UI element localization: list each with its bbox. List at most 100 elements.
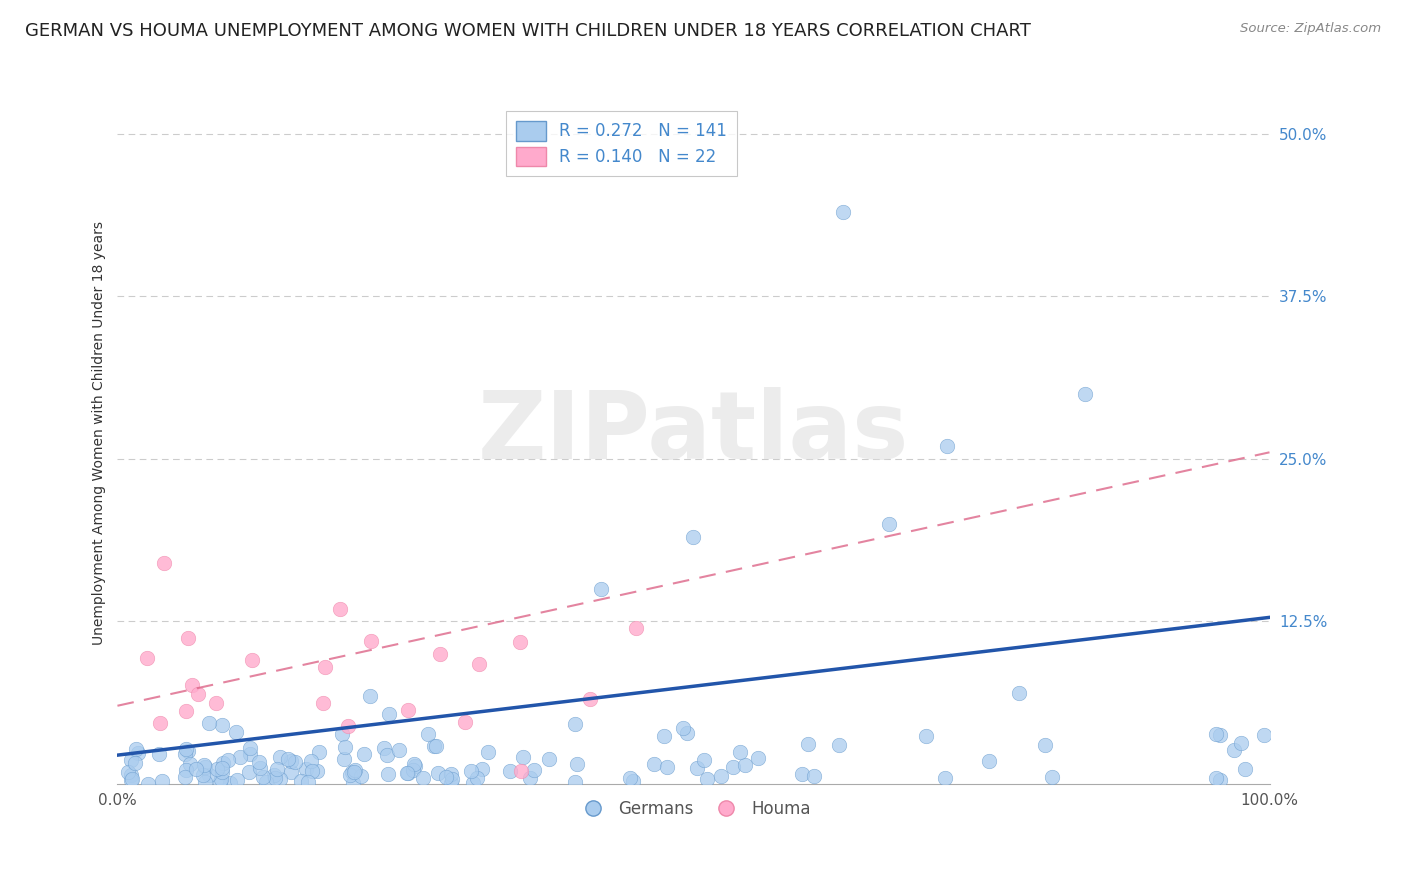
Point bbox=[465, 771, 488, 785]
Point bbox=[790, 766, 813, 780]
Point bbox=[266, 762, 288, 776]
Point bbox=[225, 772, 247, 787]
Point bbox=[173, 747, 195, 762]
Point bbox=[217, 753, 239, 767]
Point bbox=[340, 764, 363, 779]
Point bbox=[254, 775, 277, 789]
Point bbox=[915, 729, 938, 743]
Point bbox=[682, 530, 704, 544]
Point bbox=[269, 772, 291, 787]
Point bbox=[396, 766, 419, 780]
Point bbox=[249, 760, 271, 774]
Point bbox=[280, 754, 302, 768]
Point bbox=[672, 721, 695, 735]
Point bbox=[239, 740, 262, 755]
Point bbox=[1209, 772, 1232, 787]
Point bbox=[290, 774, 312, 789]
Point bbox=[416, 727, 439, 741]
Point bbox=[1040, 770, 1063, 784]
Point bbox=[117, 764, 139, 779]
Point bbox=[828, 738, 851, 752]
Text: GERMAN VS HOUMA UNEMPLOYMENT AMONG WOMEN WITH CHILDREN UNDER 18 YEARS CORRELATIO: GERMAN VS HOUMA UNEMPLOYMENT AMONG WOMEN… bbox=[25, 22, 1031, 40]
Point bbox=[218, 776, 240, 790]
Point bbox=[181, 678, 204, 692]
Point bbox=[148, 747, 170, 762]
Point bbox=[696, 772, 718, 786]
Point bbox=[1008, 685, 1031, 699]
Point bbox=[388, 742, 411, 756]
Point bbox=[211, 764, 233, 779]
Point bbox=[173, 770, 195, 784]
Point bbox=[120, 753, 142, 767]
Point bbox=[796, 737, 818, 751]
Point bbox=[1205, 771, 1227, 785]
Point bbox=[229, 750, 252, 764]
Point bbox=[619, 771, 641, 785]
Point bbox=[728, 746, 751, 760]
Point bbox=[344, 763, 367, 777]
Legend: Germans, Houma: Germans, Houma bbox=[569, 793, 817, 824]
Point bbox=[396, 765, 419, 780]
Point bbox=[519, 771, 541, 785]
Point bbox=[404, 759, 426, 773]
Point bbox=[591, 582, 613, 596]
Point bbox=[643, 756, 665, 771]
Point bbox=[179, 757, 201, 772]
Point bbox=[1253, 728, 1275, 742]
Point bbox=[120, 767, 142, 781]
Point bbox=[564, 716, 586, 731]
Point bbox=[979, 754, 1001, 768]
Point bbox=[152, 556, 174, 570]
Point bbox=[339, 768, 361, 782]
Point bbox=[509, 764, 531, 778]
Point bbox=[624, 621, 647, 635]
Point bbox=[440, 767, 463, 781]
Point bbox=[333, 752, 356, 766]
Point bbox=[350, 769, 373, 783]
Point bbox=[301, 764, 323, 778]
Point bbox=[1205, 727, 1227, 741]
Point bbox=[263, 767, 285, 781]
Point bbox=[194, 760, 217, 774]
Point bbox=[193, 758, 215, 772]
Point bbox=[277, 752, 299, 766]
Point bbox=[187, 687, 209, 701]
Point bbox=[238, 764, 260, 779]
Point bbox=[402, 756, 425, 771]
Point bbox=[174, 704, 197, 718]
Point bbox=[238, 747, 260, 761]
Point bbox=[710, 768, 733, 782]
Point bbox=[263, 771, 285, 785]
Text: Source: ZipAtlas.com: Source: ZipAtlas.com bbox=[1240, 22, 1381, 36]
Point bbox=[652, 729, 675, 743]
Point bbox=[747, 751, 769, 765]
Point bbox=[193, 768, 215, 782]
Point bbox=[284, 755, 307, 769]
Point bbox=[120, 772, 142, 787]
Point bbox=[212, 756, 235, 770]
Point bbox=[124, 756, 146, 770]
Point bbox=[1074, 387, 1097, 401]
Point bbox=[211, 718, 233, 732]
Point bbox=[499, 764, 522, 779]
Point bbox=[471, 762, 494, 776]
Point bbox=[621, 774, 644, 789]
Point bbox=[198, 716, 221, 731]
Point bbox=[149, 715, 172, 730]
Point bbox=[1233, 762, 1256, 776]
Point bbox=[803, 770, 825, 784]
Point bbox=[467, 657, 489, 671]
Point bbox=[429, 647, 451, 661]
Point bbox=[377, 706, 399, 721]
Point bbox=[330, 727, 353, 741]
Point bbox=[1035, 738, 1057, 752]
Point bbox=[676, 726, 699, 740]
Point bbox=[342, 776, 364, 790]
Y-axis label: Unemployment Among Women with Children Under 18 years: Unemployment Among Women with Children U… bbox=[93, 221, 107, 645]
Point bbox=[565, 757, 588, 772]
Point bbox=[523, 763, 546, 777]
Point bbox=[136, 776, 159, 790]
Point bbox=[208, 774, 231, 789]
Point bbox=[579, 692, 602, 706]
Point bbox=[512, 750, 534, 764]
